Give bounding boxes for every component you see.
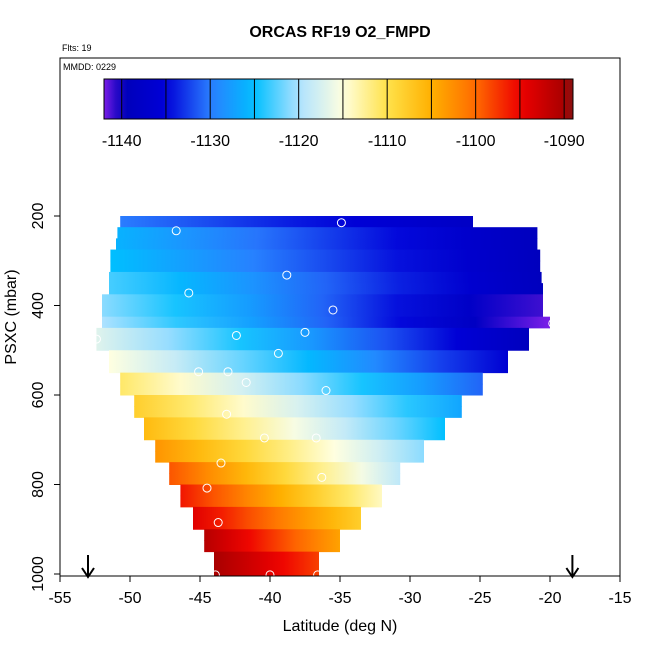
heatmap-band bbox=[117, 227, 538, 239]
heatmap-band bbox=[120, 383, 483, 396]
heatmap-band bbox=[144, 417, 445, 430]
heatmap-band bbox=[204, 529, 340, 541]
x-tick-label: -20 bbox=[538, 590, 561, 607]
heatmap-layer bbox=[96, 216, 550, 577]
heatmap-band bbox=[109, 361, 508, 374]
sample-point bbox=[313, 570, 323, 580]
x-tick-label: -25 bbox=[468, 590, 491, 607]
heatmap-band bbox=[155, 439, 424, 452]
heatmap-band bbox=[169, 462, 401, 474]
y-tick-label: 1000 bbox=[30, 556, 47, 592]
heatmap-band bbox=[144, 428, 445, 441]
y-tick-label: 800 bbox=[30, 471, 47, 498]
heatmap-band bbox=[96, 339, 530, 351]
y-tick-label: 400 bbox=[30, 292, 47, 319]
latitude-arrow bbox=[81, 555, 95, 579]
colorbar-tick-label: -1110 bbox=[368, 133, 407, 150]
x-axis: -55 -50 -45 -40 -35 -30 -25 -20 -15 bbox=[48, 576, 632, 607]
heatmap-band bbox=[134, 406, 462, 418]
sample-point bbox=[202, 483, 212, 493]
colorbar-frame bbox=[103, 78, 574, 120]
sample-point bbox=[216, 458, 226, 468]
sample-point bbox=[300, 327, 310, 337]
sample-point bbox=[524, 216, 534, 226]
sample-point bbox=[548, 318, 558, 328]
sample-point bbox=[273, 348, 283, 358]
colorbar-tick-label: -1100 bbox=[456, 133, 496, 150]
heatmap-band bbox=[109, 271, 542, 284]
chart-title: ORCAS RF19 O2_FMPD bbox=[249, 24, 430, 41]
sample-point bbox=[213, 518, 223, 528]
y-axis-label: PSXC (mbar) bbox=[3, 269, 20, 364]
y-axis: 200 400 600 800 1000 bbox=[30, 203, 60, 592]
sample-point bbox=[282, 270, 292, 280]
heatmap-band bbox=[102, 294, 543, 306]
heatmap-band bbox=[134, 395, 462, 407]
sample-point bbox=[231, 330, 241, 340]
heatmap-band bbox=[109, 283, 543, 295]
colorbar-tick-label: -1120 bbox=[279, 133, 319, 150]
heatmap-band bbox=[109, 350, 508, 362]
sample-point bbox=[465, 206, 475, 216]
heatmap-band bbox=[155, 450, 424, 463]
heatmap-band bbox=[180, 495, 382, 508]
sample-point bbox=[153, 206, 163, 216]
heatmap-band bbox=[193, 518, 361, 530]
sample-points bbox=[91, 206, 558, 580]
sample-point bbox=[336, 218, 346, 228]
x-tick-label: -55 bbox=[48, 590, 71, 607]
heatmap-band bbox=[110, 260, 541, 273]
sample-point bbox=[317, 472, 327, 482]
x-tick-label: -50 bbox=[118, 590, 141, 607]
heatmap-band bbox=[180, 484, 382, 497]
heatmap-band bbox=[116, 238, 538, 251]
sample-point bbox=[259, 433, 269, 443]
x-tick-label: -45 bbox=[188, 590, 211, 607]
y-tick-label: 200 bbox=[30, 203, 47, 230]
x-tick-label: -35 bbox=[328, 590, 351, 607]
colorbar-ticks: -1140 -1130 -1120 -1110 -1100 -1090 bbox=[102, 133, 585, 150]
colorbar-tick-label: -1090 bbox=[544, 133, 585, 150]
latitude-arrows bbox=[81, 555, 580, 579]
x-tick-label: -30 bbox=[398, 590, 421, 607]
x-tick-label: -15 bbox=[608, 590, 631, 607]
y-tick-label: 600 bbox=[30, 382, 47, 409]
sample-point bbox=[311, 433, 321, 443]
heatmap-band bbox=[193, 506, 361, 519]
x-tick-label: -40 bbox=[258, 590, 281, 607]
heatmap-band bbox=[110, 249, 541, 262]
heatmap-band bbox=[120, 216, 473, 228]
x-axis-label: Latitude (deg N) bbox=[283, 618, 398, 635]
sample-point bbox=[210, 570, 220, 580]
heatmap-band bbox=[214, 562, 319, 575]
heatmap-band bbox=[102, 316, 550, 329]
colorbar-tick-label: -1130 bbox=[190, 133, 230, 150]
heatmap-band bbox=[204, 540, 340, 553]
sample-point bbox=[184, 288, 194, 298]
sample-point bbox=[241, 377, 251, 387]
heatmap-band bbox=[120, 372, 483, 385]
heatmap-band bbox=[214, 551, 319, 564]
heatmap-band bbox=[102, 305, 543, 318]
heatmap-band bbox=[96, 327, 530, 340]
flights-note: Flts: 19 bbox=[62, 43, 92, 53]
sample-point bbox=[321, 386, 331, 396]
colorbar-tick-label: -1140 bbox=[102, 133, 142, 150]
sample-point bbox=[121, 207, 131, 217]
sample-point bbox=[91, 334, 101, 344]
colorbar-gradient bbox=[104, 79, 573, 119]
sample-point bbox=[223, 367, 233, 377]
sample-point bbox=[171, 226, 181, 236]
date-note: MMDD: 0229 bbox=[63, 62, 116, 72]
sample-point bbox=[342, 207, 352, 217]
latitude-arrow bbox=[565, 555, 580, 579]
heatmap-band bbox=[169, 473, 401, 485]
sample-point bbox=[222, 409, 232, 419]
colorbar: -1140 -1130 -1120 -1110 -1100 -1090 bbox=[102, 78, 585, 150]
sample-point bbox=[194, 367, 204, 377]
sample-point bbox=[328, 305, 338, 315]
